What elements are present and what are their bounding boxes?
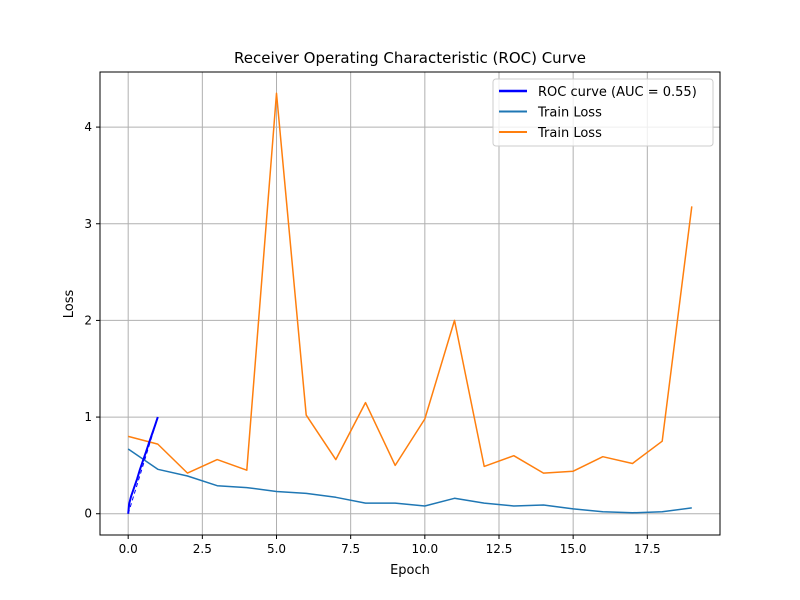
x-axis-ticks: 0.0 2.5 5.0 7.5 10.0 12.5 15.0 17.5 [119, 535, 661, 556]
legend-label: Train Loss [537, 126, 602, 141]
legend-label: ROC curve (AUC = 0.55) [538, 85, 697, 100]
x-tick-label: 5.0 [267, 542, 286, 556]
series-line-0 [127, 416, 159, 514]
y-tick-label: 2 [84, 313, 92, 327]
x-axis-label: Epoch [390, 563, 430, 578]
x-tick-label: 10.0 [411, 542, 438, 556]
axes-background [100, 72, 720, 535]
series-lines [127, 92, 693, 514]
series-line-1 [127, 448, 692, 514]
y-tick-label: 1 [84, 410, 92, 424]
x-tick-label: 2.5 [193, 542, 212, 556]
legend-label: Train Loss [537, 106, 602, 121]
legend: ROC curve (AUC = 0.55) Train Loss Train Lo… [492, 78, 714, 147]
axes-frame [99, 71, 721, 536]
y-tick-label: 4 [84, 120, 92, 134]
series-line-2 [128, 92, 693, 474]
y-tick-label: 0 [84, 507, 92, 521]
chart-title: Receiver Operating Characteristic (ROC) … [234, 49, 586, 67]
x-tick-label: 12.5 [486, 542, 513, 556]
y-axis-ticks: 0 1 2 3 4 [84, 120, 100, 521]
legend-box [492, 78, 714, 147]
x-tick-label: 0.0 [119, 542, 138, 556]
y-axis-label: Loss [62, 290, 77, 319]
plot-area: 0.0 2.5 5.0 7.5 10.0 12.5 15.0 17.5 0 1 2 3 4 [84, 71, 721, 556]
y-tick-label: 3 [84, 217, 92, 231]
x-tick-label: 17.5 [634, 542, 661, 556]
x-tick-label: 7.5 [341, 542, 360, 556]
grid [100, 72, 720, 535]
x-tick-label: 15.0 [560, 542, 587, 556]
